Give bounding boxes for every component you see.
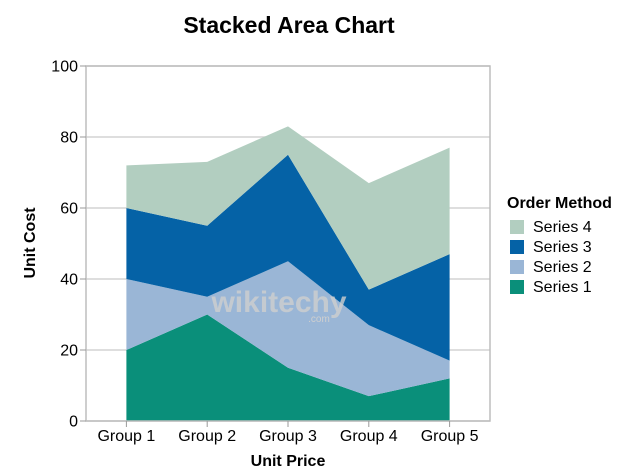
y-tick-label: 80	[60, 130, 78, 147]
plot-areas	[126, 126, 450, 421]
legend-label-series-2: Series 2	[533, 259, 592, 276]
area-series-3	[126, 154, 450, 361]
watermark-subtext: .com	[308, 314, 330, 325]
legend-label-series-4: Series 4	[533, 219, 592, 236]
legend-swatch-series-1	[510, 280, 524, 294]
y-tick-label: 0	[69, 414, 78, 431]
x-tick-label: Group 3	[259, 428, 317, 445]
area-series-2	[126, 261, 450, 397]
x-axis-title: Unit Price	[251, 453, 326, 470]
y-tick-label: 20	[60, 343, 78, 360]
chart-title: Stacked Area Chart	[183, 12, 395, 38]
watermark-text: wikitechy	[210, 286, 346, 319]
y-tick-label: 60	[60, 201, 78, 218]
x-axis-ticks: Group 1 Group 2 Group 3 Group 4 Group 5	[97, 421, 479, 445]
y-tick-label: 40	[60, 272, 78, 289]
x-tick-label: Group 5	[421, 428, 479, 445]
watermark-logo: wikitechy .com	[210, 286, 346, 325]
legend-title: Order Method	[507, 195, 612, 212]
x-tick-label: Group 1	[97, 428, 155, 445]
legend-swatch-series-3	[510, 240, 524, 254]
area-series-4	[126, 126, 450, 290]
legend-swatch-series-4	[510, 220, 524, 234]
legend-label-series-1: Series 1	[533, 279, 592, 296]
legend-label-series-3: Series 3	[533, 239, 592, 256]
x-tick-label: Group 4	[340, 428, 398, 445]
legend: Order Method Series 4 Series 3 Series 2 Ser…	[507, 195, 612, 296]
legend-swatch-series-2	[510, 260, 524, 274]
y-tick-label: 100	[51, 59, 78, 76]
y-axis-ticks: 0 20 40 60 80 100	[51, 59, 86, 431]
y-axis-title: Unit Cost	[22, 207, 39, 279]
x-tick-label: Group 2	[178, 428, 236, 445]
